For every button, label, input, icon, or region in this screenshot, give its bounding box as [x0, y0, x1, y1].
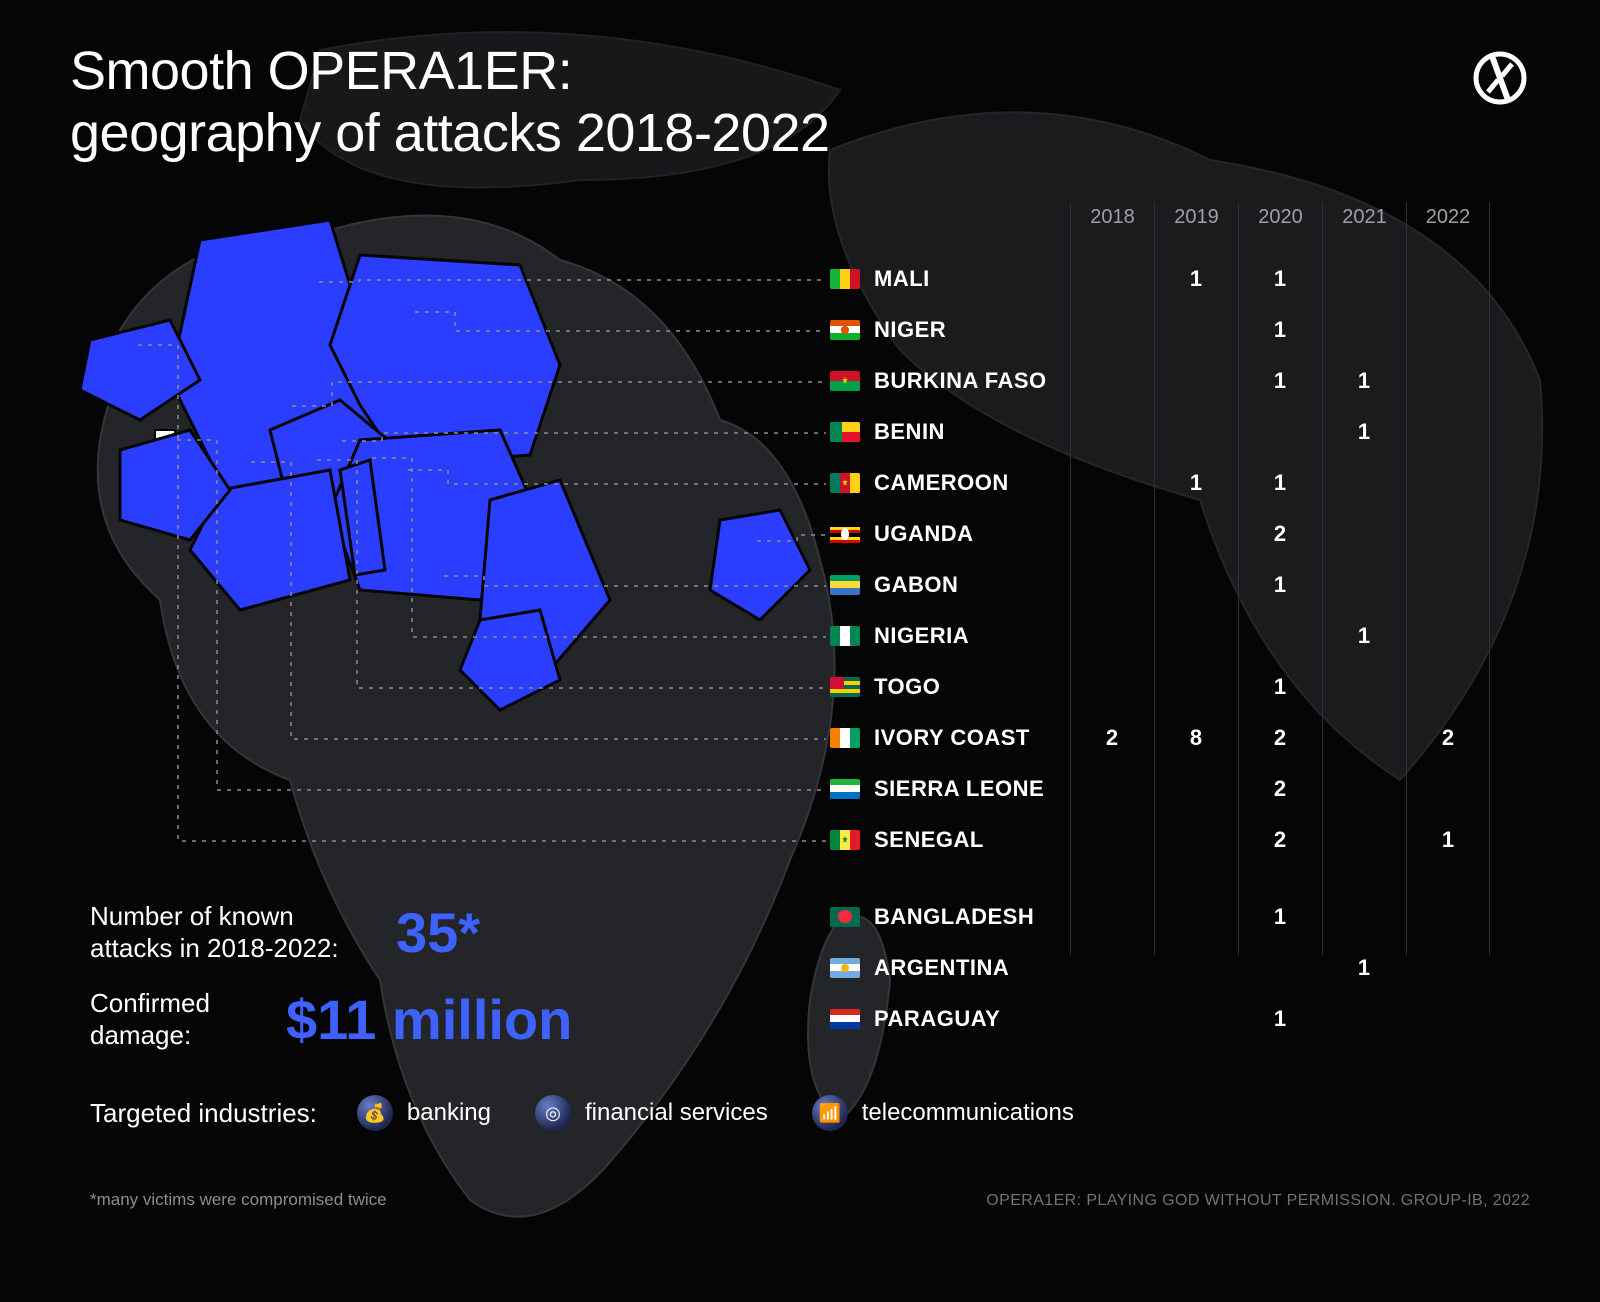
- country-name: PARAGUAY: [874, 1006, 1000, 1032]
- targeted-industries: Targeted industries: 💰 banking ◎ financial …: [90, 1095, 1074, 1131]
- source-credit: OPERA1ER: PLAYING GOD WITHOUT PERMISSION…: [986, 1192, 1530, 1210]
- summary-stats: Number of knownattacks in 2018-2022: 35*…: [90, 900, 740, 1074]
- year-cell: 1: [1238, 317, 1322, 343]
- flag-icon: [830, 830, 860, 850]
- industries-label: Targeted industries:: [90, 1098, 317, 1129]
- flag-icon: [830, 269, 860, 289]
- country-name-cell: NIGER: [830, 317, 1070, 343]
- year-cell: 1: [1238, 674, 1322, 700]
- country-name-cell: GABON: [830, 572, 1070, 598]
- flag-icon: [830, 728, 860, 748]
- country-name: BENIN: [874, 419, 945, 445]
- country-name: UGANDA: [874, 521, 974, 547]
- year-cell: 2: [1238, 521, 1322, 547]
- page-title: Smooth OPERA1ER: geography of attacks 20…: [70, 40, 830, 164]
- year-col: 2021: [1322, 202, 1406, 955]
- industry-item: 📶 telecommunications: [812, 1095, 1074, 1131]
- industry-icon: 💰: [357, 1095, 393, 1131]
- industry-label: telecommunications: [862, 1099, 1074, 1127]
- flag-icon: [830, 371, 860, 391]
- country-name-cell: SENEGAL: [830, 827, 1070, 853]
- flag-icon: [830, 779, 860, 799]
- country-name-cell: PARAGUAY: [830, 1006, 1070, 1032]
- country-name: BANGLADESH: [874, 904, 1034, 930]
- year-cell: 1: [1406, 827, 1490, 853]
- country-name-cell: MALI: [830, 266, 1070, 292]
- flag-icon: [830, 473, 860, 493]
- flag-icon: [830, 677, 860, 697]
- industry-item: ◎ financial services: [535, 1095, 768, 1131]
- year-col: 2018: [1070, 202, 1154, 955]
- country-name-cell: UGANDA: [830, 521, 1070, 547]
- year-cell: 1: [1238, 368, 1322, 394]
- title-line-1: Smooth OPERA1ER:: [70, 41, 572, 101]
- country-name: CAMEROON: [874, 470, 1009, 496]
- attacks-by-year-table: 2018 2019 2020 2021 2022 MALI 11 NIGER 1…: [830, 228, 1530, 1044]
- year-cell: 1: [1238, 904, 1322, 930]
- year-cell: 8: [1154, 725, 1238, 751]
- country-name-cell: NIGERIA: [830, 623, 1070, 649]
- attacks-value: 35*: [396, 900, 480, 965]
- table-row: PARAGUAY 1: [830, 993, 1530, 1044]
- year-cell: 1: [1322, 623, 1406, 649]
- country-name-cell: BURKINA FASO: [830, 368, 1070, 394]
- year-cell: 1: [1154, 266, 1238, 292]
- flag-icon: [830, 320, 860, 340]
- flag-icon: [830, 524, 860, 544]
- year-cell: 2: [1406, 725, 1490, 751]
- year-cell: 2: [1070, 725, 1154, 751]
- industry-item: 💰 banking: [357, 1095, 491, 1131]
- country-name: SENEGAL: [874, 827, 984, 853]
- country-name-cell: CAMEROON: [830, 470, 1070, 496]
- country-name-cell: SIERRA LEONE: [830, 776, 1070, 802]
- flag-icon: [830, 626, 860, 646]
- country-name: NIGERIA: [874, 623, 969, 649]
- industry-icon: ◎: [535, 1095, 571, 1131]
- flag-icon: [830, 575, 860, 595]
- year-cell: 1: [1238, 572, 1322, 598]
- country-name-cell: BANGLADESH: [830, 904, 1070, 930]
- year-cell: 2: [1238, 725, 1322, 751]
- industry-icon: 📶: [812, 1095, 848, 1131]
- title-line-2: geography of attacks 2018-2022: [70, 103, 830, 163]
- country-name: NIGER: [874, 317, 946, 343]
- country-name-cell: BENIN: [830, 419, 1070, 445]
- year-cell: 1: [1238, 1006, 1322, 1032]
- footnote: *many victims were compromised twice: [90, 1190, 387, 1210]
- country-name-cell: TOGO: [830, 674, 1070, 700]
- country-name: BURKINA FASO: [874, 368, 1047, 394]
- country-name-cell: IVORY COAST: [830, 725, 1070, 751]
- year-cell: 2: [1238, 827, 1322, 853]
- table-year-header: 2018 2019 2020 2021 2022: [830, 202, 1530, 235]
- year-cell: 1: [1322, 419, 1406, 445]
- year-cell: 1: [1238, 266, 1322, 292]
- year-cell: 1: [1322, 955, 1406, 981]
- industry-label: financial services: [585, 1099, 768, 1127]
- industry-label: banking: [407, 1099, 491, 1127]
- country-name: SIERRA LEONE: [874, 776, 1044, 802]
- flag-icon: [830, 422, 860, 442]
- country-name: GABON: [874, 572, 958, 598]
- country-name: IVORY COAST: [874, 725, 1030, 751]
- year-cell: 1: [1154, 470, 1238, 496]
- country-name: TOGO: [874, 674, 940, 700]
- country-name: MALI: [874, 266, 930, 292]
- year-col: 2019: [1154, 202, 1238, 955]
- country-name-cell: ARGENTINA: [830, 955, 1070, 981]
- attacks-label: Number of knownattacks in 2018-2022:: [90, 901, 370, 963]
- year-cell: 1: [1322, 368, 1406, 394]
- damage-value: $11 million: [286, 987, 572, 1052]
- year-cell: 2: [1238, 776, 1322, 802]
- damage-label: Confirmeddamage:: [90, 988, 260, 1050]
- flag-icon: [830, 958, 860, 978]
- flag-icon: [830, 907, 860, 927]
- year-cell: 1: [1238, 470, 1322, 496]
- brand-logo-icon: [1470, 48, 1530, 108]
- country-name: ARGENTINA: [874, 955, 1009, 981]
- flag-icon: [830, 1009, 860, 1029]
